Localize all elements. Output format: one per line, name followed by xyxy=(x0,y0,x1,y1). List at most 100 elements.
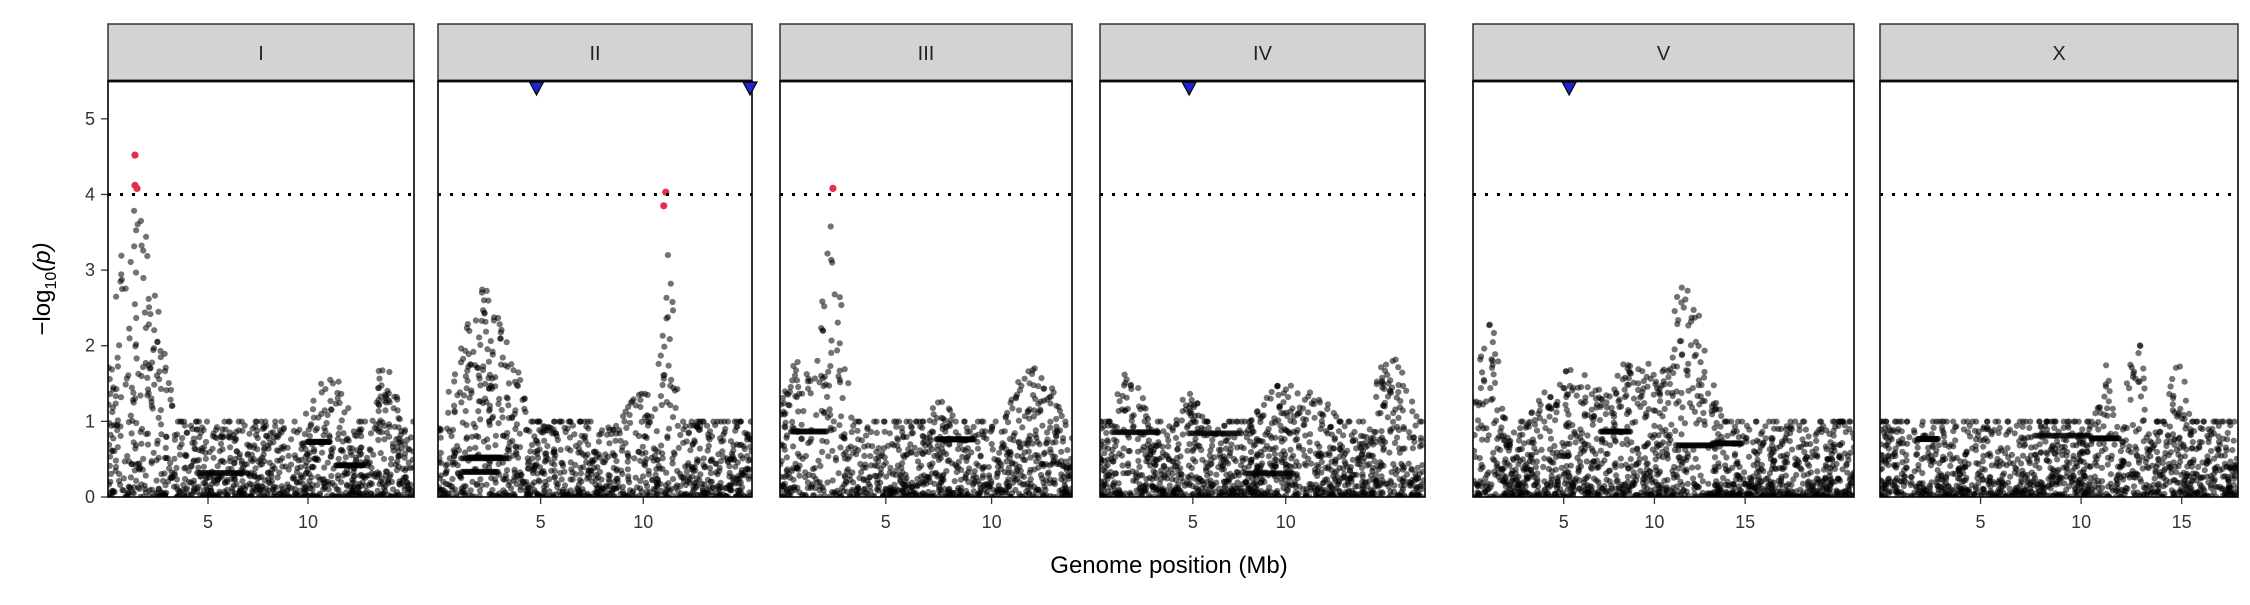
data-point xyxy=(824,428,830,434)
data-point xyxy=(506,415,512,421)
data-point xyxy=(814,358,820,364)
data-point xyxy=(879,450,885,456)
data-point xyxy=(989,441,995,447)
data-point xyxy=(1222,489,1228,495)
data-point xyxy=(971,488,977,494)
data-point xyxy=(1290,470,1296,476)
data-point xyxy=(1319,422,1325,428)
data-point xyxy=(701,455,707,461)
data-point xyxy=(445,491,451,497)
data-point xyxy=(1340,465,1346,471)
data-point xyxy=(1231,473,1237,479)
data-point xyxy=(1336,488,1342,494)
data-point xyxy=(1358,433,1364,439)
data-point xyxy=(395,407,401,413)
data-point xyxy=(805,440,811,446)
data-point xyxy=(313,457,319,463)
data-point xyxy=(1392,440,1398,446)
data-point xyxy=(535,491,541,497)
data-point xyxy=(1331,486,1337,492)
data-point xyxy=(1224,478,1230,484)
data-point xyxy=(183,453,189,459)
data-point xyxy=(710,419,716,425)
data-point xyxy=(567,447,573,453)
data-point xyxy=(904,490,910,496)
data-point xyxy=(113,386,119,392)
data-point xyxy=(124,453,130,459)
data-point xyxy=(552,474,558,480)
data-point xyxy=(227,444,233,450)
data-point xyxy=(1139,447,1145,453)
data-point xyxy=(1124,470,1130,476)
data-point xyxy=(504,430,510,436)
data-point xyxy=(1380,490,1386,496)
data-point xyxy=(358,419,364,425)
data-point xyxy=(1319,493,1325,499)
data-point xyxy=(133,478,139,484)
data-point xyxy=(1417,419,1423,425)
data-point xyxy=(300,481,306,487)
data-point xyxy=(986,472,992,478)
data-point xyxy=(1332,470,1338,476)
data-point xyxy=(1260,438,1266,444)
data-point xyxy=(1189,397,1195,403)
data-point xyxy=(507,479,513,485)
data-point xyxy=(129,418,135,424)
data-point xyxy=(1098,489,1104,495)
data-point xyxy=(267,440,273,446)
data-point xyxy=(1269,389,1275,395)
data-point xyxy=(380,419,386,425)
data-point xyxy=(915,482,921,488)
data-point xyxy=(1273,462,1279,468)
data-point xyxy=(376,408,382,414)
data-point xyxy=(813,476,819,482)
data-point xyxy=(1409,399,1415,405)
data-point xyxy=(145,386,151,392)
data-point xyxy=(864,426,870,432)
data-point xyxy=(1327,444,1333,450)
data-point xyxy=(613,423,619,429)
data-point xyxy=(1102,464,1108,470)
data-point xyxy=(191,488,197,494)
data-point xyxy=(147,311,153,317)
data-point xyxy=(1151,473,1157,479)
data-point xyxy=(1243,479,1249,485)
data-point xyxy=(396,464,402,470)
data-point xyxy=(694,475,700,481)
data-point xyxy=(837,379,843,385)
data-point xyxy=(1344,448,1350,454)
data-point xyxy=(402,451,408,457)
data-point xyxy=(1410,445,1416,451)
data-point xyxy=(1325,401,1331,407)
data-point xyxy=(1131,412,1137,418)
data-point xyxy=(1016,418,1022,424)
data-point xyxy=(812,375,818,381)
data-point xyxy=(644,419,650,425)
data-point xyxy=(1211,454,1217,460)
data-point xyxy=(155,309,161,315)
data-point xyxy=(819,449,825,455)
data-point xyxy=(648,414,654,420)
data-point xyxy=(666,426,672,432)
data-point xyxy=(1400,463,1406,469)
data-point xyxy=(513,481,519,487)
data-point xyxy=(604,484,610,490)
data-point xyxy=(318,381,324,387)
data-point xyxy=(891,419,897,425)
data-point xyxy=(1001,442,1007,448)
data-point xyxy=(1248,449,1254,455)
data-point xyxy=(978,453,984,459)
data-point xyxy=(1553,409,1559,415)
data-point xyxy=(1302,433,1308,439)
data-point xyxy=(638,391,644,397)
data-point xyxy=(279,464,285,470)
data-point xyxy=(1218,447,1224,453)
data-point xyxy=(1346,419,1352,425)
data-point xyxy=(119,277,125,283)
data-point xyxy=(140,275,146,281)
data-point xyxy=(303,469,309,475)
data-point xyxy=(327,398,333,404)
data-point xyxy=(857,461,863,467)
